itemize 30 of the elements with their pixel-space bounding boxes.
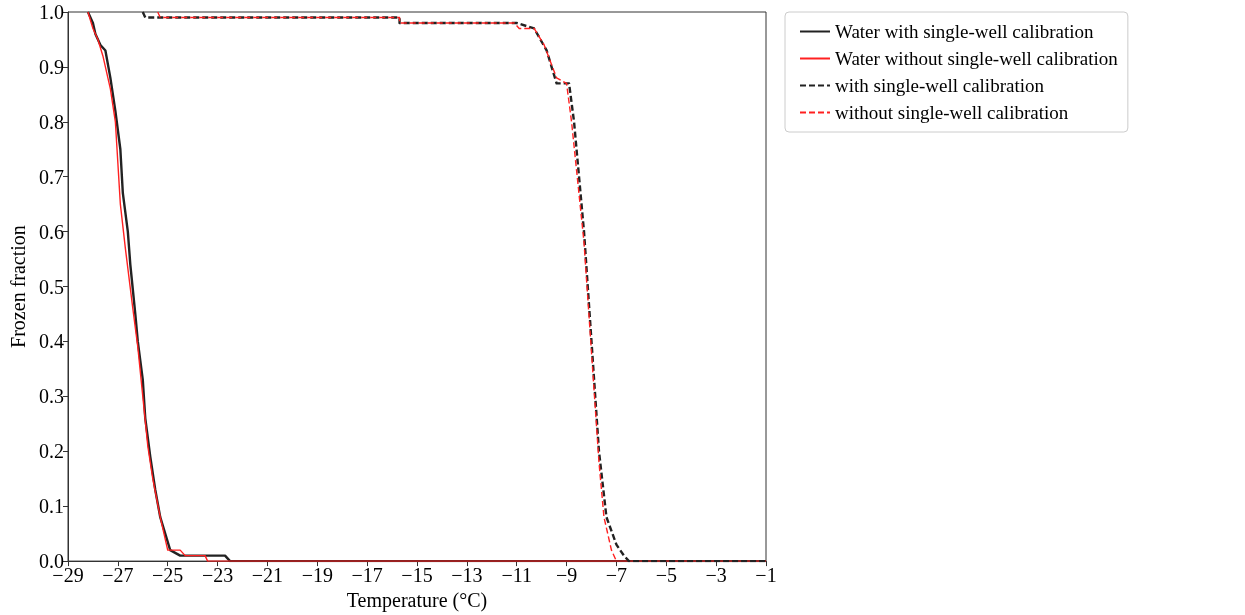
- y-tick-label: 0.2: [39, 440, 64, 463]
- y-tick-label: 0.5: [39, 275, 64, 298]
- y-tick-label: 0.9: [39, 55, 64, 78]
- y-tick-label: 0.4: [39, 330, 64, 353]
- y-axis-title: Frozen fraction: [7, 225, 29, 348]
- x-tick-label: −13: [451, 564, 483, 587]
- legend-label: Water with single-well calibration: [835, 21, 1095, 42]
- legend-label: Water without single-well calibration: [835, 48, 1119, 69]
- legend-label: with single-well calibration: [835, 75, 1045, 96]
- x-tick-label: −5: [655, 564, 677, 587]
- y-tick-label: 0.3: [39, 385, 64, 408]
- x-tick-label: −7: [605, 564, 628, 587]
- x-tick-label: −27: [102, 564, 134, 587]
- x-tick-label: −11: [501, 564, 532, 587]
- y-tick-label: 0.8: [39, 110, 64, 133]
- x-tick-label: −25: [152, 564, 184, 587]
- x-tick-label: −17: [351, 564, 383, 587]
- y-tick-label: 0.7: [39, 165, 64, 188]
- x-tick-label: −19: [301, 564, 333, 587]
- x-tick-label: −3: [705, 564, 727, 587]
- y-tick-label: 1.0: [39, 1, 64, 23]
- legend-label: without single-well calibration: [835, 102, 1069, 123]
- x-tick-label: −15: [401, 564, 433, 587]
- x-axis-title: Temperature (°C): [346, 589, 488, 612]
- y-tick-label: 0.1: [39, 495, 64, 518]
- y-tick-label: 0.6: [39, 220, 64, 243]
- x-tick-label: −23: [201, 564, 234, 587]
- x-tick-label: −21: [251, 564, 284, 587]
- x-tick-label: −9: [555, 564, 578, 587]
- x-tick-label: −1: [755, 564, 777, 587]
